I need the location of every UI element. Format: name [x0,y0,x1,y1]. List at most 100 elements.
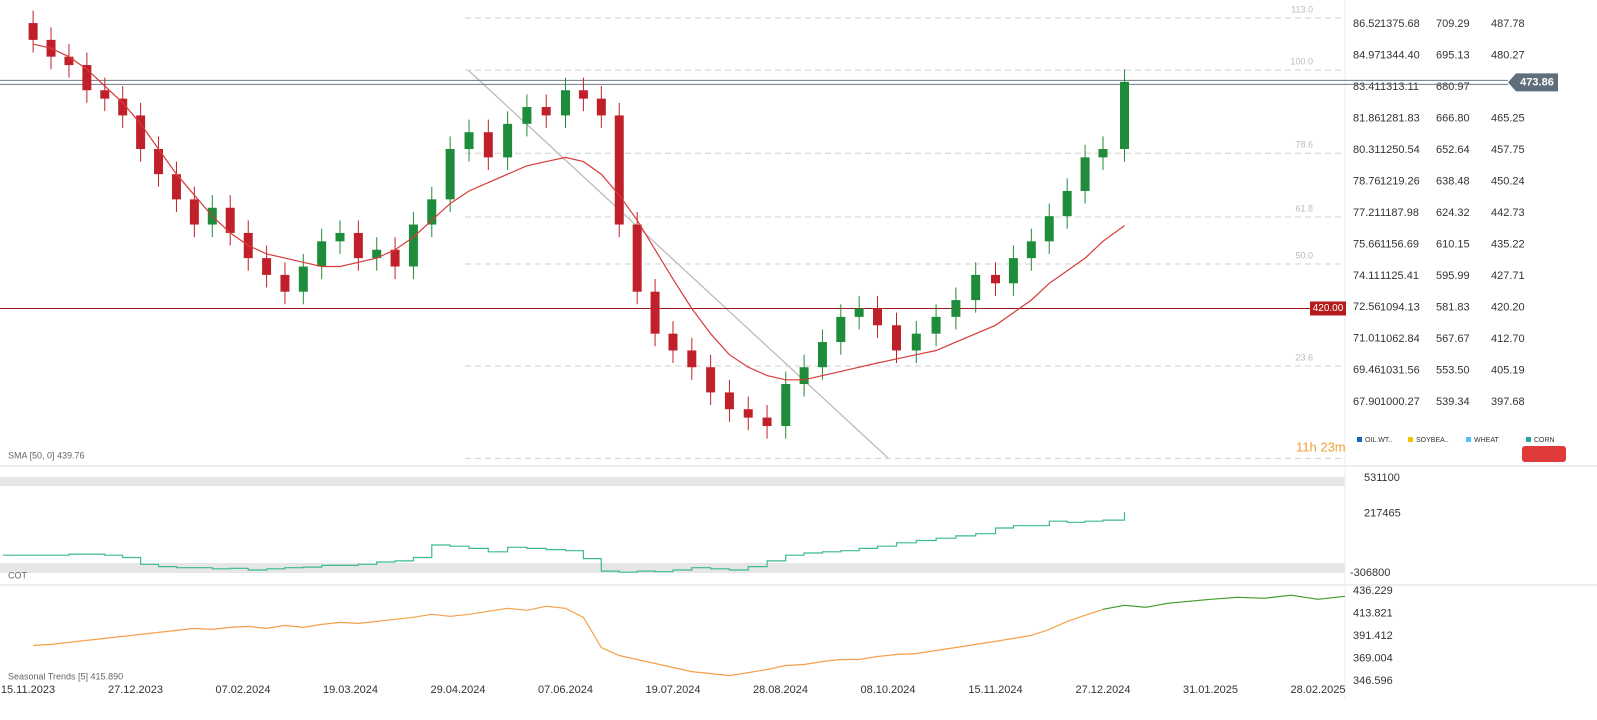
x-tick-label: 19.07.2024 [645,684,700,696]
y-tick-label: 67.90 [1353,396,1381,408]
candle-body [596,98,606,116]
y-tick-label: 1344.40 [1380,49,1420,61]
x-tick-label: 15.11.2023 [1,684,55,696]
candle-body [28,23,38,40]
panel-band [0,563,1345,573]
y-tick-label: 84.97 [1353,49,1381,61]
candle-body [445,148,455,200]
candle-body [503,123,513,158]
candle-body [762,417,772,427]
panel-band [0,477,1345,486]
y-tick-label: -306800 [1350,567,1390,579]
candle-body [1044,216,1054,242]
fib-label: 100.0 [1290,56,1313,66]
candle-body [854,308,864,317]
x-tick-label: 27.12.2023 [108,684,163,696]
x-tick-label: 08.10.2024 [860,684,915,696]
y-tick-label: 217465 [1364,507,1401,519]
y-tick-label: 1062.84 [1380,333,1420,345]
y-tick-label: 595.99 [1436,270,1470,282]
fib-label: 23.6 [1295,352,1313,362]
x-tick-label: 28.08.2024 [753,684,808,696]
x-tick-label: 19.03.2024 [323,684,378,696]
candle-body [743,409,753,418]
y-tick-label: 83.41 [1353,81,1381,93]
candle-body [991,274,1000,284]
candle-body [614,115,624,225]
y-tick-label: 413.821 [1353,607,1393,619]
candle-body [1120,81,1129,149]
cot-line [3,512,1126,573]
candle-body [317,241,327,267]
candle-body [464,132,474,149]
legend-swatch [1466,437,1471,442]
candle-body [724,392,734,410]
legend-label: CORN [1534,437,1555,444]
y-tick-label: 427.71 [1491,270,1525,282]
candle-body [408,224,418,267]
y-tick-label: 1281.83 [1380,112,1420,124]
candle-body [171,174,181,200]
y-tick-label: 369.004 [1353,652,1393,664]
candle-body [522,107,532,124]
sma-line [32,43,1125,381]
candle-body [687,350,697,368]
fib-label: 78.6 [1295,140,1313,150]
y-tick-label: 638.48 [1436,175,1470,187]
y-tick-label: 581.83 [1436,301,1470,313]
x-tick-label: 07.06.2024 [538,684,593,696]
legend-label: SOYBEA.. [1416,437,1449,444]
y-tick-label: 442.73 [1491,207,1525,219]
y-tick-label: 81.86 [1353,112,1381,124]
y-tick-label: 397.68 [1491,396,1525,408]
legend-label: OIL.WT.. [1365,437,1392,444]
y-tick-label: 652.64 [1436,144,1470,156]
candle-body [298,266,308,292]
candle-body [781,384,791,427]
candle-body [1080,157,1090,191]
fib-label: 61.8 [1295,203,1313,213]
alert-button[interactable] [1522,446,1566,462]
candle-body [225,207,235,233]
y-tick-label: 624.32 [1436,207,1470,219]
x-tick-label: 07.02.2024 [215,684,270,696]
candle-body [561,90,570,116]
y-tick-label: 531100 [1364,472,1400,484]
y-tick-label: 1094.13 [1380,301,1420,313]
candle-body [280,274,290,292]
candle-body [64,56,74,66]
fib-label: 50.0 [1295,250,1313,260]
y-tick-label: 457.75 [1491,144,1525,156]
y-tick-label: 74.11 [1353,270,1380,282]
candle-body [799,367,809,385]
candle-body [891,325,901,351]
candle-body [427,199,437,225]
y-tick-label: 1156.69 [1380,238,1419,250]
y-tick-label: 420.20 [1491,302,1525,314]
y-tick-label: 435.22 [1491,239,1525,251]
y-tick-label: 1000.27 [1380,396,1420,408]
cot-label: COT [8,570,28,580]
candle-body [817,342,827,368]
y-tick-label: 1187.98 [1380,207,1419,219]
y-tick-label: 71.01 [1353,333,1381,345]
x-tick-label: 28.02.2025 [1290,684,1345,696]
candle-body [1098,148,1108,158]
y-tick-label: 610.15 [1436,238,1470,250]
price-tag-label: 473.86 [1520,76,1554,88]
y-tick-label: 465.25 [1491,112,1525,124]
x-tick-label: 27.12.2024 [1075,684,1130,696]
candle-body [1008,258,1018,284]
candle-body [189,199,199,225]
y-tick-label: 1219.26 [1380,175,1420,187]
candle-body [100,90,110,99]
x-tick-label: 29.04.2024 [430,684,485,696]
candle-body [154,148,164,175]
level-tag [1310,301,1346,316]
candle-body [873,308,883,326]
y-tick-label: 567.67 [1436,333,1470,345]
y-tick-label: 1125.41 [1380,270,1419,282]
y-tick-label: 86.52 [1353,18,1381,30]
candle-body [931,316,941,334]
